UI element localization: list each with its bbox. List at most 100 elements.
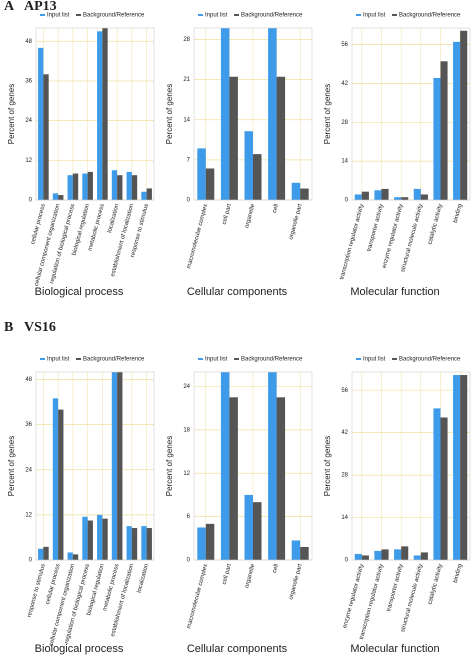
y-tick-label: 18 <box>183 427 190 433</box>
bar <box>354 553 362 560</box>
y-tick-label: 7 <box>187 157 191 163</box>
bar <box>460 375 468 560</box>
x-tick-label: catalytic activity <box>427 563 444 605</box>
bar <box>97 514 103 560</box>
legend-swatch <box>392 358 397 360</box>
bar <box>394 197 402 200</box>
legend-swatch <box>234 14 239 16</box>
bar <box>229 76 238 200</box>
x-tick-label: localization <box>107 203 120 233</box>
bar <box>141 191 147 200</box>
x-tick-label: macromolecular complex <box>186 203 209 269</box>
bar <box>420 552 428 560</box>
x-tick-label: binding <box>453 203 464 223</box>
bar <box>58 195 64 200</box>
x-tick-label: enzyme regulator activity <box>342 563 365 629</box>
y-tick-label: 0 <box>345 558 349 564</box>
y-axis-label: Percent of genes <box>7 84 16 144</box>
x-tick-label: binding <box>453 563 464 583</box>
x-tick-label: organelle part <box>288 203 303 240</box>
legend-label: Input list <box>205 357 228 363</box>
x-tick-label: organelle <box>244 563 256 589</box>
bar <box>394 549 402 560</box>
y-axis-label: Percent of genes <box>165 84 174 144</box>
x-tick-label: transcription regulator activity <box>359 563 385 640</box>
x-tick-label: cell part <box>222 563 233 585</box>
y-tick-label: 24 <box>183 384 190 390</box>
bar <box>244 494 253 560</box>
x-tick-label: localization <box>137 563 150 593</box>
x-tick-label: organelle part <box>288 563 303 600</box>
legend-swatch <box>356 14 361 16</box>
bar <box>374 550 382 560</box>
y-tick-label: 14 <box>341 515 348 521</box>
bar <box>413 188 421 200</box>
bar <box>131 175 138 200</box>
bar <box>82 173 88 200</box>
bar <box>291 540 301 560</box>
bar <box>453 375 461 560</box>
bar <box>43 74 49 200</box>
chart-title: Cellular components <box>187 643 288 655</box>
y-axis-label: Percent of genes <box>323 84 332 144</box>
y-tick-label: 21 <box>183 77 190 83</box>
plot-frame <box>193 371 313 561</box>
bar <box>420 194 428 200</box>
x-tick-label: enzyme regulator activity <box>382 203 405 269</box>
legend-label: Input list <box>363 13 386 19</box>
bar <box>87 171 93 200</box>
chart-title: Molecular function <box>350 643 439 655</box>
plot-frame <box>35 27 155 201</box>
bar <box>291 182 301 200</box>
chart-title: Biological process <box>35 643 124 655</box>
y-tick-label: 6 <box>187 514 191 520</box>
y-tick-label: 0 <box>345 198 349 204</box>
legend-swatch <box>76 14 81 16</box>
bar <box>276 397 286 560</box>
bar <box>82 516 88 560</box>
bar <box>361 555 369 560</box>
bar <box>87 520 93 560</box>
bar <box>117 372 123 560</box>
bar <box>253 154 262 200</box>
chart-title: Biological process <box>35 286 124 298</box>
y-tick-label: 0 <box>29 198 33 204</box>
bar <box>141 526 147 560</box>
y-tick-label: 48 <box>25 377 32 383</box>
legend-swatch <box>198 14 203 16</box>
chart-title: Cellular components <box>187 286 288 298</box>
bar <box>268 28 277 200</box>
bar <box>67 175 73 200</box>
bar <box>111 170 118 200</box>
y-tick-label: 0 <box>187 198 191 204</box>
panel-name: AP13 <box>24 0 57 14</box>
x-tick-label: cell part <box>222 203 233 225</box>
bar <box>440 61 448 201</box>
bar <box>126 526 132 560</box>
bar <box>38 47 44 200</box>
x-tick-label: cell <box>272 203 280 213</box>
bar <box>67 552 73 560</box>
y-tick-label: 12 <box>25 512 32 518</box>
legend-label: Background/Reference <box>241 13 303 19</box>
bar <box>205 523 215 560</box>
bar <box>354 194 362 200</box>
y-tick-label: 0 <box>29 558 33 564</box>
bar <box>146 188 152 200</box>
bar <box>300 546 309 560</box>
legend-label: Background/Reference <box>83 13 145 19</box>
x-tick-label: transporter activity <box>366 203 384 252</box>
bar <box>126 171 132 200</box>
legend-swatch <box>356 358 361 360</box>
plot-frame <box>351 27 471 201</box>
x-tick-label: transporter activity <box>386 563 404 612</box>
bar <box>268 372 277 560</box>
legend-label: Input list <box>205 13 228 19</box>
y-axis-label: Percent of genes <box>323 436 332 496</box>
bar <box>52 398 59 560</box>
bar <box>72 554 79 560</box>
x-tick-label: response to stimulus <box>27 563 47 618</box>
bar <box>453 41 461 200</box>
bar <box>102 518 108 560</box>
